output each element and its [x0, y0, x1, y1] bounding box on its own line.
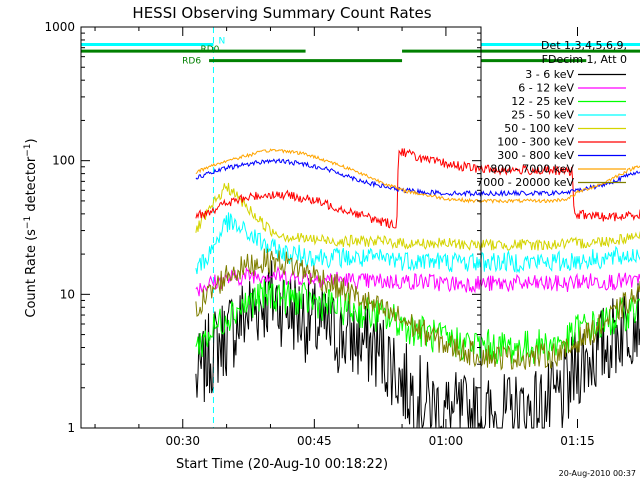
series-line-800-7000-kev: [195, 148, 640, 204]
series-line-3-6-kev: [195, 260, 640, 429]
x-tick-label: 00:30: [165, 434, 200, 448]
y-tick-label: 10: [60, 287, 75, 301]
legend-label: 7000 - 20000 keV: [476, 176, 574, 189]
footer-timestamp: 20-Aug-2010 00:37: [559, 469, 636, 478]
x-tick-label: 00:45: [297, 434, 332, 448]
data-series: [195, 148, 640, 429]
series-line-7000-20000-kev: [195, 248, 640, 371]
x-tick-label: 01:00: [429, 434, 464, 448]
legend-header-line: Det 1,3,4,5,6,9,: [541, 39, 627, 52]
chart-title: HESSI Observing Summary Count Rates: [132, 4, 431, 22]
legend-label: 3 - 6 keV: [525, 68, 574, 81]
legend: Det 1,3,4,5,6,9, FDecim 1, Att 0 3 - 6 k…: [476, 39, 627, 189]
legend-label: 800 - 7000 keV: [490, 163, 574, 176]
series-line-100-300-kev: [195, 148, 640, 229]
state-bar-label: RD0: [200, 45, 219, 55]
plot-frame: [80, 26, 482, 429]
y-tick-label: 100: [52, 154, 75, 168]
x-axis-title: Start Time (20-Aug-10 00:18:22): [176, 457, 388, 472]
legend-label: 50 - 100 keV: [504, 122, 574, 135]
legend-label: 25 - 50 keV: [511, 109, 574, 122]
y-tick-label: 1: [67, 421, 75, 435]
legend-label: 300 - 800 keV: [497, 149, 574, 162]
legend-label: 100 - 300 keV: [497, 136, 574, 149]
series-line-50-100-kev: [195, 182, 640, 251]
x-tick-label: 01:15: [560, 434, 595, 448]
state-bar-label: RD6: [182, 57, 201, 67]
y-axis: 1 10 100 1000: [44, 20, 481, 435]
legend-label: 12 - 25 keV: [511, 95, 574, 108]
series-line-300-800-kev: [195, 158, 640, 198]
legend-header-line: FDecim 1, Att 0: [542, 53, 627, 66]
state-bar-label: N: [218, 36, 225, 46]
y-axis-title: Count Rate (s−1 detector−1): [23, 138, 39, 317]
legend-label: 6 - 12 keV: [518, 82, 574, 95]
y-tick-label: 1000: [44, 20, 75, 34]
series-line-12-25-kev: [195, 279, 640, 364]
series-line-6-12-kev: [195, 265, 640, 297]
